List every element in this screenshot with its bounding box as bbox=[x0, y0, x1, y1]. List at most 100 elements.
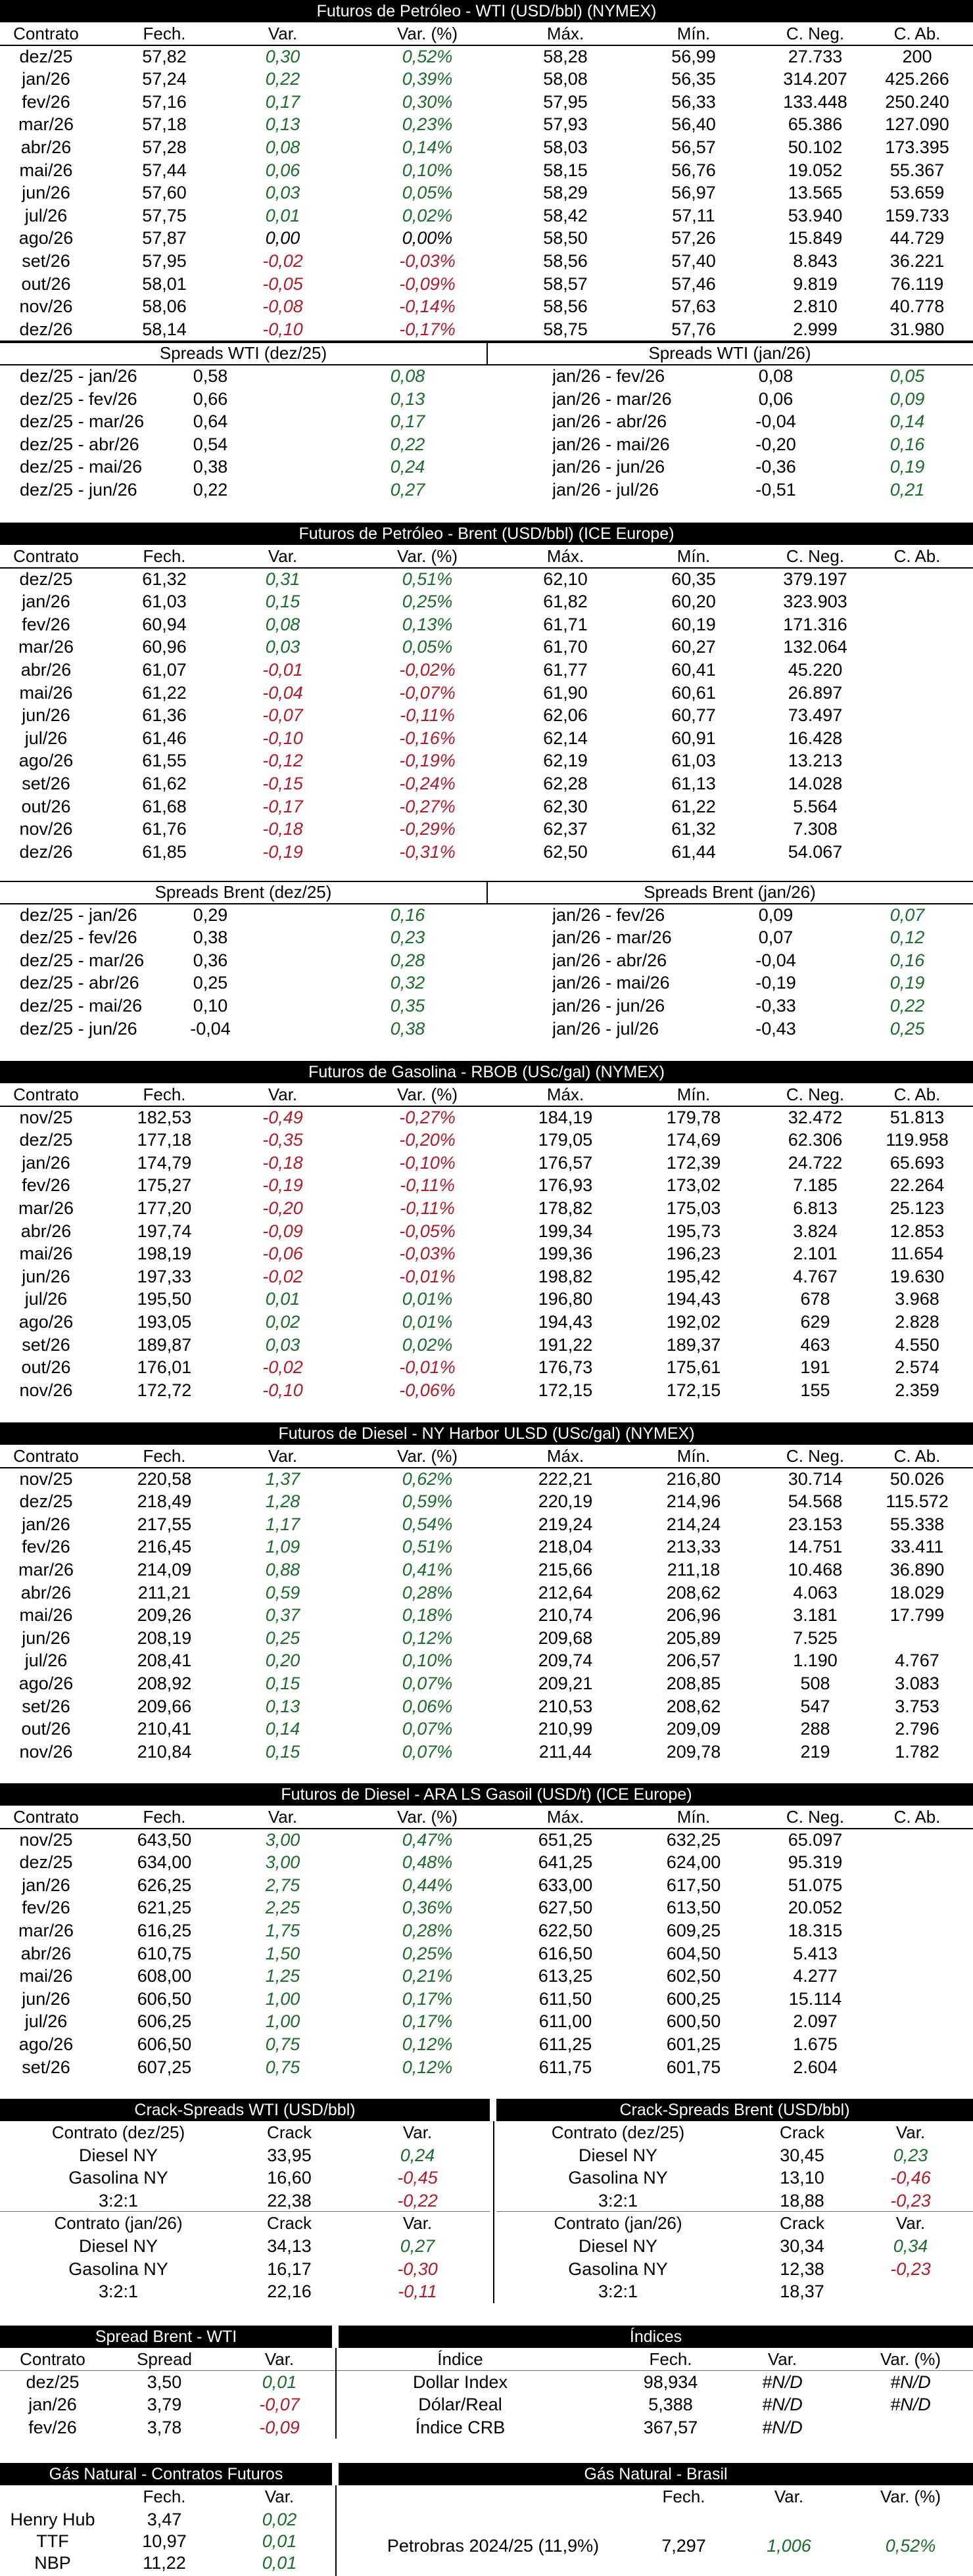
table-cell: 40.778 bbox=[890, 296, 945, 317]
table-cell: 55.338 bbox=[890, 1514, 945, 1534]
table-cell: -0,27% bbox=[399, 1107, 456, 1127]
table-cell: 2,25 bbox=[265, 1898, 300, 1918]
table-cell bbox=[868, 749, 966, 772]
table-cell: -0,05 bbox=[262, 273, 303, 294]
table-cell: 0,03 bbox=[265, 183, 300, 203]
wti-table-row: dez/25 57,82 0,30 0,52% 58,28 56,99 27.733 200 bbox=[0, 45, 973, 68]
table-cell: 641,25 bbox=[538, 1852, 593, 1873]
table-cell: 61,44 bbox=[671, 841, 716, 862]
crack-wti-row: 3:2:1 22,16 -0,11 bbox=[0, 2280, 973, 2303]
table-cell: 211,18 bbox=[667, 1560, 721, 1580]
crack-column-label: Crack bbox=[267, 2122, 312, 2142]
column-header: Fech. bbox=[649, 2349, 692, 2369]
table-cell: nov/26 bbox=[19, 1380, 73, 1400]
column-header: Var. bbox=[264, 2349, 295, 2369]
spread-value: 0,10 bbox=[193, 996, 228, 1016]
table-cell: 10,97 bbox=[142, 2531, 187, 2551]
table-cell: -0,18 bbox=[262, 819, 303, 839]
table-cell: -0,24% bbox=[399, 774, 456, 793]
table-cell: 0,37 bbox=[265, 1605, 300, 1626]
table-cell: jul/26 bbox=[24, 2011, 68, 2032]
table-cell: 508 bbox=[800, 1674, 830, 1693]
gas-futures-row: TTF 10,97 0,01 bbox=[0, 2530, 973, 2552]
table-cell: 209,26 bbox=[137, 1605, 192, 1626]
table-cell: nov/25 bbox=[19, 1107, 73, 1127]
rbob-table-row: out/26 176,01 -0,02 -0,01% 176,73 175,61 191 2.… bbox=[0, 1356, 973, 1378]
table-cell: 13.213 bbox=[788, 751, 843, 771]
gasoil-table-row: ago/26 606,50 0,75 0,12% 611,25 601,25 1.675 bbox=[0, 2033, 973, 2055]
table-cell: 61,03 bbox=[142, 592, 187, 612]
table-cell: -0,27% bbox=[399, 796, 456, 816]
table-cell: 194,43 bbox=[538, 1312, 593, 1332]
crack-name: Gasolina NY bbox=[568, 2168, 668, 2188]
table-cell: 10.468 bbox=[788, 1560, 843, 1580]
divider-line bbox=[0, 340, 973, 342]
table-cell: nov/26 bbox=[19, 1741, 73, 1762]
table-cell: 610,75 bbox=[137, 1943, 192, 1963]
table-cell: set/26 bbox=[22, 1696, 70, 1716]
table-cell: 209,68 bbox=[538, 1628, 593, 1648]
table-cell: -0,10 bbox=[262, 319, 303, 339]
table-cell: 0,07% bbox=[402, 1719, 453, 1739]
crack-name: Diesel NY bbox=[78, 2145, 158, 2165]
table-cell bbox=[868, 682, 966, 704]
brent_spreads-right-row: jan/26 - mai/26 -0,19 0,19 bbox=[0, 972, 973, 994]
column-header bbox=[355, 2485, 631, 2508]
table-cell: -0,09 bbox=[259, 2417, 300, 2437]
table-cell: 62,06 bbox=[543, 705, 588, 726]
table-cell: 57,93 bbox=[543, 114, 588, 135]
spread-name: jan/26 - mar/26 bbox=[552, 927, 672, 948]
table-cell: 0,14% bbox=[402, 137, 453, 157]
table-cell: 60,77 bbox=[671, 705, 716, 726]
table-cell bbox=[868, 1627, 966, 1649]
table-cell: 0,06% bbox=[402, 1696, 453, 1716]
crack-brent-row: 3:2:1 18,88 -0,23 bbox=[0, 2190, 973, 2212]
spread-name: dez/25 - fev/26 bbox=[20, 927, 137, 948]
table-cell: 50.026 bbox=[890, 1468, 945, 1489]
table-cell bbox=[868, 1942, 966, 1965]
table-cell: 194,43 bbox=[666, 1289, 721, 1309]
table-cell: 197,74 bbox=[137, 1221, 192, 1241]
spread-value: -0,04 bbox=[190, 1018, 231, 1039]
table-cell: 58,42 bbox=[543, 205, 588, 225]
rbob-table-row: mai/26 198,19 -0,06 -0,03% 199,36 196,23 2.101… bbox=[0, 1242, 973, 1265]
table-cell: 606,25 bbox=[137, 2011, 192, 2032]
table-cell: -0,18 bbox=[262, 1152, 303, 1173]
table-cell: 3.753 bbox=[895, 1696, 939, 1716]
ulsd-title: Futuros de Diesel - NY Harbor ULSD (USc/… bbox=[0, 1422, 973, 1445]
column-header: C. Neg. bbox=[786, 24, 845, 43]
table-cell: 0,28% bbox=[402, 1921, 453, 1940]
spread-indices-row: jan/26 3,79 -0,07 Dólar/Real 5,388 #N/D #N/D bbox=[0, 2393, 973, 2416]
table-cell: 678 bbox=[800, 1289, 830, 1309]
table-cell: 208,41 bbox=[137, 1651, 192, 1671]
spread-value: 0,36 bbox=[193, 950, 228, 970]
spread-var: 0,27 bbox=[390, 480, 425, 500]
table-cell: NBP bbox=[34, 2552, 71, 2573]
spread-var: 0,16 bbox=[890, 434, 925, 454]
crack-name: 3:2:1 bbox=[98, 2282, 139, 2302]
table-cell: 5.413 bbox=[793, 1943, 838, 1963]
column-header: Fech. bbox=[143, 1085, 186, 1104]
gasoil-table-row: fev/26 621,25 2,25 0,36% 627,50 613,50 20.052 bbox=[0, 1896, 973, 1919]
table-cell: 626,25 bbox=[137, 1875, 192, 1895]
table-cell: 0,44% bbox=[402, 1875, 453, 1895]
wti-header-row: Contrato Fech. Var. Var. (%) Máx. Mín. C. Neg.… bbox=[0, 22, 973, 45]
ulsd-table-row: abr/26 211,21 0,59 0,28% 212,64 208,62 4.063 18… bbox=[0, 1581, 973, 1604]
spread-name: dez/25 - fev/26 bbox=[20, 388, 137, 409]
table-cell bbox=[868, 1829, 966, 1851]
crack-value: 34,13 bbox=[267, 2236, 312, 2256]
table-cell: 0,28% bbox=[402, 1582, 453, 1603]
table-cell: -0,17 bbox=[262, 796, 303, 816]
table-cell: jan/26 bbox=[22, 592, 70, 612]
crack-column-label: Crack bbox=[780, 2213, 824, 2234]
table-cell: 13.565 bbox=[788, 183, 843, 203]
table-cell: 176,57 bbox=[538, 1152, 593, 1173]
table-cell: 0,62% bbox=[402, 1468, 453, 1489]
table-cell: -0,03% bbox=[399, 251, 456, 271]
wti-table-row: abr/26 57,28 0,08 0,14% 58,03 56,57 50.102 173.… bbox=[0, 136, 973, 158]
table-cell: 61,03 bbox=[671, 751, 716, 771]
table-cell: 61,71 bbox=[543, 614, 588, 634]
table-cell: 65.386 bbox=[788, 114, 843, 135]
table-cell: 31.980 bbox=[890, 319, 945, 339]
table-cell: ago/26 bbox=[18, 1674, 74, 1693]
